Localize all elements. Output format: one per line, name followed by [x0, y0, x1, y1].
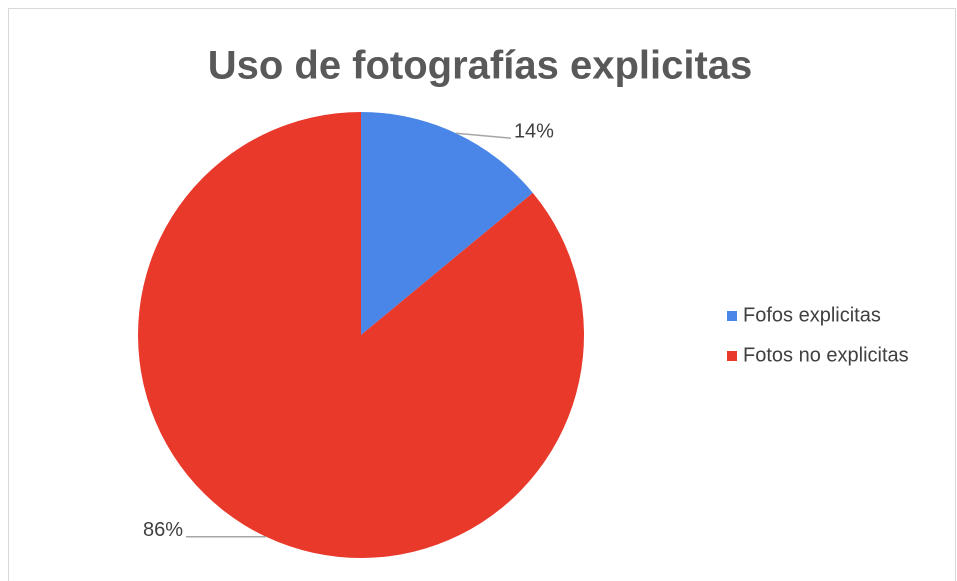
chart-title: Uso de fotografías explicitas — [208, 44, 753, 88]
legend-swatch — [727, 311, 737, 321]
pie-slice — [361, 112, 533, 335]
leader-line — [455, 132, 512, 139]
pie-slice — [138, 112, 584, 558]
legend-label: Fofos explicitas — [743, 304, 881, 326]
legend-label: Fotos no explicitas — [743, 344, 909, 366]
legend-swatch — [727, 351, 737, 361]
data-label: 14% — [514, 121, 554, 143]
data-label: 86% — [143, 519, 183, 541]
